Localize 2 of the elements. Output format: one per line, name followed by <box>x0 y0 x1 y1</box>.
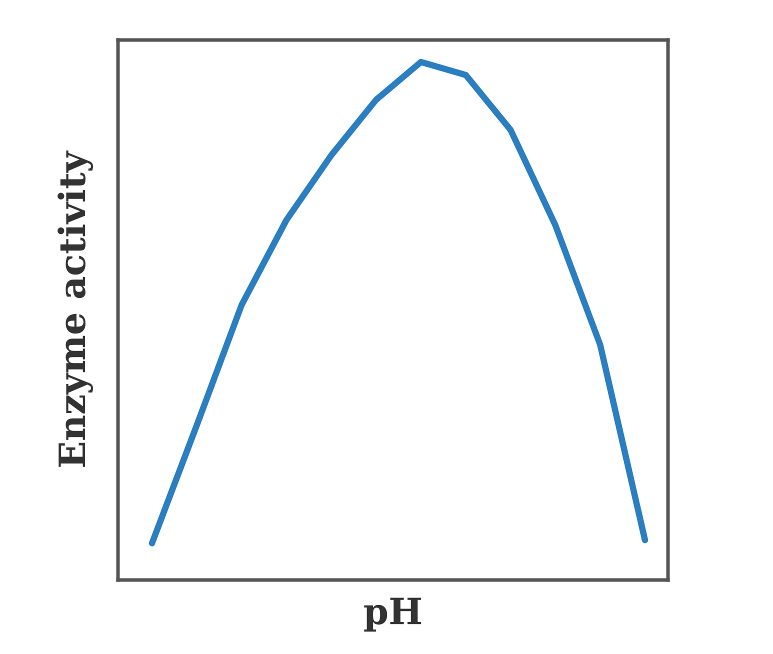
x-axis-title: pH <box>364 598 422 632</box>
y-axis-title: Enzyme activity <box>58 150 93 467</box>
